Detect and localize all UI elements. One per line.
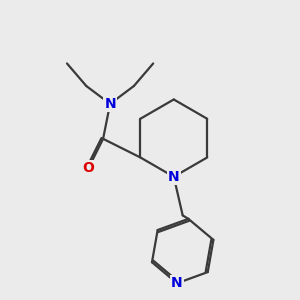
Text: N: N (168, 170, 180, 184)
Text: N: N (104, 97, 116, 111)
Text: O: O (82, 161, 94, 175)
Text: N: N (171, 276, 183, 290)
